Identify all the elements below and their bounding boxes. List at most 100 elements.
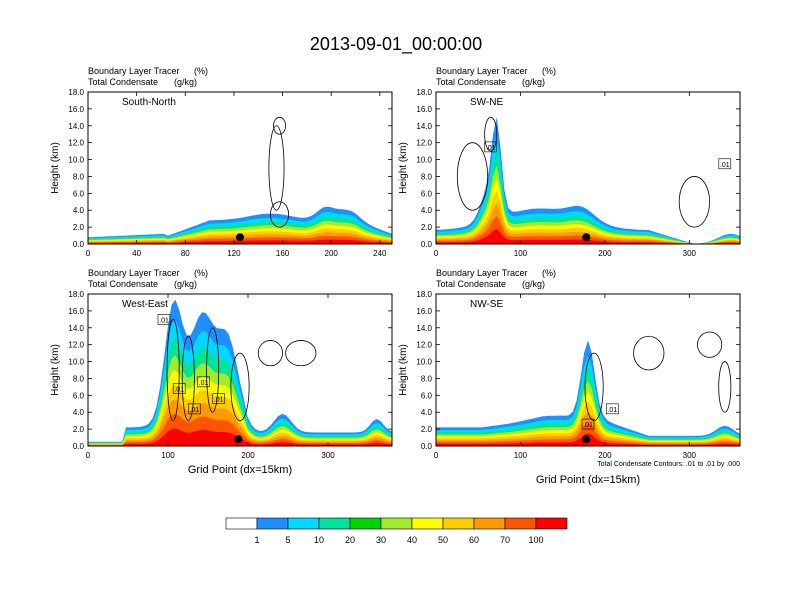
y-tick-label: 10.0 [416,358,432,367]
tracer-band-4 [436,178,740,244]
panel-1: Boundary Layer Tracer (%) Total Condensate… [398,66,741,258]
contour-label-box-1 [606,403,619,415]
condensate-contour-1 [269,201,290,228]
header-line1-label: Boundary Layer Tracer [436,268,528,278]
header-line2-unit: (g/kg) [174,77,197,87]
y-axis-label: Height (km) [50,142,61,194]
header-line1-unit: (%) [542,66,556,76]
y-tick-label: 2.0 [73,223,85,232]
x-tick-label: 0 [86,249,91,258]
y-tick-label: 0.0 [73,442,85,451]
x-tick-label: 0 [86,451,91,460]
header-line2-unit: (g/kg) [522,279,545,289]
y-tick-label: 8.0 [73,172,85,181]
condensate-contour-0 [456,142,489,211]
x-tick-label: 200 [598,249,612,258]
y-tick-label: 14.0 [68,122,84,131]
x-tick-label: 120 [227,249,241,258]
header-line2-unit: (g/kg) [522,77,545,87]
header-line2-label: Total Condensate [88,77,158,87]
y-tick-label: 16.0 [416,307,432,316]
location-marker [236,233,244,242]
colorbar-label-8: 70 [500,535,510,545]
y-tick-label: 0.0 [421,442,433,451]
header-line1-label: Boundary Layer Tracer [88,268,180,278]
tracer-band-8 [436,228,740,244]
plot-frame [87,293,393,447]
plot-area: .01 .01 [436,331,740,446]
colorbar-cell-6 [411,517,444,530]
contour-label-4: .01 [190,407,200,414]
contour-note: Total Condensate Contours: .01 to .01 by… [597,461,740,468]
panel-0: Boundary Layer Tracer (%) Total Condensate… [50,66,393,258]
colorbar-label-6: 50 [438,535,448,545]
tracer-band-0 [436,117,740,244]
contour-label-1: .01 [607,407,617,414]
panel-2: Boundary Layer Tracer (%) Total Condensate… [50,268,393,460]
condensate-contour-1 [181,335,195,422]
condensate-contour-1 [484,116,498,152]
header-line1-label: Boundary Layer Tracer [88,66,180,76]
header-line2-unit: (g/kg) [174,279,197,289]
contour-label-0: .01 [486,145,496,152]
y-tick-label: 18.0 [68,88,84,97]
condensate-contour-5 [285,340,317,367]
x-tick-label: 300 [683,249,697,258]
y-tick-label: 10.0 [416,156,432,165]
x-tick-label: 0 [434,451,439,460]
tracer-band-7 [436,216,740,244]
contour-label-1: .01 [720,162,730,169]
y-tick-label: 6.0 [421,189,433,198]
y-tick-label: 2.0 [73,425,85,434]
contour-label-0: .01 [583,422,593,429]
y-axis-label: Height (km) [398,142,409,194]
panel-3: Boundary Layer Tracer (%) Total Condensate… [398,268,741,460]
panel-name: NW-SE [470,299,503,310]
y-tick-label: 10.0 [68,156,84,165]
condensate-contour-0 [166,318,180,422]
colorbar-label-7: 60 [469,535,479,545]
y-tick-label: 6.0 [421,391,433,400]
x-tick-label: 240 [373,249,387,258]
header-line1-unit: (%) [194,66,208,76]
x-tick-label: 100 [514,451,528,460]
figure-title: 2013-09-01_00:00:00 [310,34,482,55]
colorbar-label-1: 5 [285,535,290,545]
colorbar-cell-7 [442,517,475,530]
contour-label-1: .01 [174,387,184,394]
y-tick-label: 2.0 [421,223,433,232]
header-line1-unit: (%) [194,268,208,278]
y-tick-label: 12.0 [68,341,84,350]
colorbar-label-3: 20 [345,535,355,545]
y-tick-label: 6.0 [73,391,85,400]
colorbar-cell-9 [504,517,537,530]
colorbar-cell-1 [256,517,289,530]
plot-frame [435,91,741,245]
y-tick-label: 8.0 [421,374,433,383]
y-tick-label: 16.0 [416,105,432,114]
colorbar-label-4: 30 [376,535,386,545]
colorbar: 1 5 10 20 30 40 50 60 70 100 [225,517,568,545]
y-tick-label: 14.0 [68,324,84,333]
contour-label-box-3 [212,393,226,405]
header-line2-label: Total Condensate [436,77,506,87]
y-tick-label: 14.0 [416,122,432,131]
condensate-contour-4 [257,340,283,367]
x-axis-label-left: Grid Point (dx=15km) [188,464,292,476]
x-tick-label: 160 [276,249,290,258]
y-tick-label: 4.0 [73,206,85,215]
condensate-contour-2 [206,327,220,413]
plot-area: .01 .01 [436,116,740,244]
tracer-band-1 [436,134,740,244]
location-marker [234,435,243,444]
contour-label-3: .01 [214,397,224,404]
y-tick-label: 18.0 [68,290,84,299]
header-line2-label: Total Condensate [436,279,506,289]
condensate-contour-2 [697,331,723,358]
panel-name: SW-NE [470,97,503,108]
colorbar-label-9: 100 [528,535,543,545]
colorbar-cell-10 [535,517,568,530]
header-line2-label: Total Condensate [88,279,158,289]
contour-label-box-1 [718,158,732,170]
